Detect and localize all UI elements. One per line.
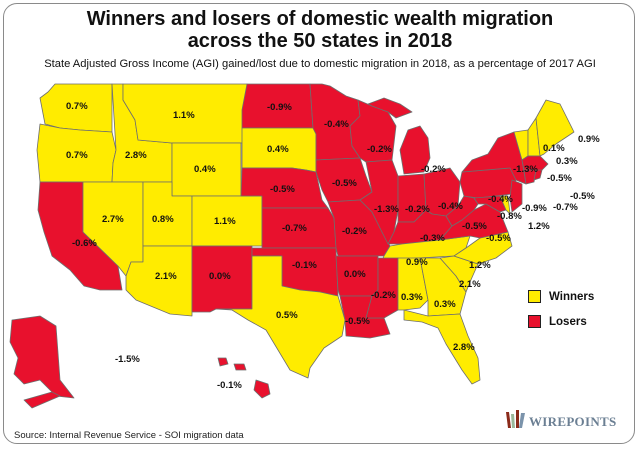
- state-DE: [499, 195, 511, 215]
- state-MI-UP: [367, 97, 413, 119]
- label-SC: 2.1%: [459, 279, 481, 290]
- label-MA: -0.5%: [547, 173, 572, 184]
- label-AR: 0.0%: [344, 269, 366, 280]
- label-NV: 2.7%: [102, 214, 124, 225]
- label-CT: -0.7%: [553, 202, 578, 213]
- label-FL: 2.8%: [453, 342, 475, 353]
- label-MT: 1.1%: [173, 110, 195, 121]
- label-NH: 0.3%: [556, 156, 578, 167]
- chart-title: Winners and losers of domestic wealth mi…: [0, 8, 640, 52]
- state-AK-chain: [23, 391, 61, 409]
- source-note: Source: Internal Revenue Service - SOI m…: [14, 430, 244, 441]
- state-CT: [523, 169, 537, 185]
- label-UT: 0.8%: [152, 214, 174, 225]
- label-NJ: -0.9%: [522, 203, 547, 214]
- state-RI: [533, 169, 543, 181]
- title-line-1: Winners and losers of domestic wealth mi…: [86, 8, 554, 30]
- state-HI-islands: [217, 357, 229, 367]
- legend-label-losers: Losers: [549, 315, 587, 328]
- losers-swatch: [528, 315, 541, 328]
- label-OR: 0.7%: [66, 150, 88, 161]
- label-IA: -0.5%: [332, 178, 357, 189]
- label-DE: 1.2%: [528, 221, 550, 232]
- label-AZ: 2.1%: [155, 271, 177, 282]
- logo-mark-icon: [506, 410, 525, 428]
- state-NJ: [509, 179, 523, 213]
- label-SD: 0.4%: [267, 144, 289, 155]
- label-PA: -0.4%: [488, 194, 513, 205]
- label-IN: -0.2%: [405, 204, 430, 215]
- state-NC: [453, 231, 513, 265]
- label-IL: -1.3%: [374, 204, 399, 215]
- label-GA: 0.3%: [434, 299, 456, 310]
- legend-label-winners: Winners: [549, 290, 595, 303]
- label-MI: -0.2%: [421, 164, 446, 175]
- label-NC: 1.2%: [469, 260, 491, 271]
- label-WA: 0.7%: [66, 101, 88, 112]
- label-KY: -0.3%: [420, 233, 445, 244]
- label-MN: -0.4%: [324, 119, 349, 130]
- label-VA: -0.5%: [486, 233, 511, 244]
- legend-item-winners: Winners: [528, 290, 594, 303]
- label-VT: 0.1%: [543, 143, 565, 154]
- label-TN: 0.9%: [406, 257, 428, 268]
- label-RI: -0.5%: [570, 191, 595, 202]
- wirepoints-logo: WIREPOINTS: [505, 410, 617, 428]
- label-WI: -0.2%: [367, 144, 392, 155]
- label-OH: -0.4%: [438, 201, 463, 212]
- label-WV: -0.5%: [462, 221, 487, 232]
- label-ND: -0.9%: [267, 102, 292, 113]
- label-OK: -0.1%: [292, 260, 317, 271]
- label-MS: -0.2%: [371, 290, 396, 301]
- label-MD: -0.8%: [497, 211, 522, 222]
- state-NE: [240, 167, 329, 209]
- state-TX: [215, 255, 346, 379]
- legend: Winners Losers: [528, 290, 594, 340]
- label-TX: 0.5%: [276, 310, 298, 321]
- label-LA: -0.5%: [345, 316, 370, 327]
- state-HI-islands-2: [233, 363, 247, 371]
- label-NM: 0.0%: [209, 271, 231, 282]
- label-AK: -1.5%: [115, 354, 140, 365]
- label-KS: -0.7%: [282, 223, 307, 234]
- logo-text: WIREPOINTS: [529, 414, 617, 429]
- label-ME: 0.9%: [578, 134, 600, 145]
- label-NY: -1.3%: [513, 164, 538, 175]
- state-HI: [253, 379, 271, 399]
- state-FL: [403, 309, 481, 385]
- chart-subtitle: State Adjusted Gross Income (AGI) gained…: [44, 58, 596, 70]
- label-MO: -0.2%: [342, 226, 367, 237]
- label-WY: 0.4%: [194, 164, 216, 175]
- label-CA: -0.6%: [72, 238, 97, 249]
- label-AL: 0.3%: [401, 292, 423, 303]
- state-MI: [399, 125, 431, 175]
- label-HI: -0.1%: [217, 380, 242, 391]
- state-AK: [9, 315, 75, 399]
- state-ME: [535, 99, 575, 157]
- winners-swatch: [528, 290, 541, 303]
- legend-item-losers: Losers: [528, 315, 594, 328]
- label-NE: -0.5%: [270, 184, 295, 195]
- title-line-2: across the 50 states in 2018: [187, 30, 453, 52]
- label-ID: 2.8%: [125, 150, 147, 161]
- label-CO: 1.1%: [214, 216, 236, 227]
